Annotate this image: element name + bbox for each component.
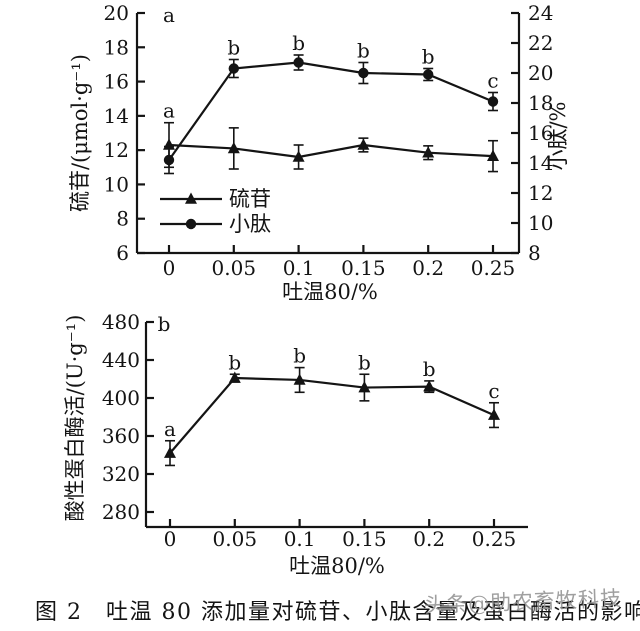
legend-label: 小肽 (229, 212, 271, 236)
sig-letter: b (292, 31, 305, 55)
x-tick-label: 0.2 (412, 256, 444, 280)
circle-marker (163, 154, 175, 166)
left-tick-label: 12 (104, 138, 129, 162)
left-tick-label: 360 (102, 424, 140, 448)
sig-letter: b (422, 45, 435, 69)
right-tick-label: 8 (528, 241, 541, 265)
triangle-marker (228, 371, 241, 383)
axes (144, 320, 528, 529)
right-tick-label: 12 (528, 181, 553, 205)
sig-letter: b (227, 36, 240, 60)
x-tick-label: 0.05 (212, 256, 257, 280)
axes (135, 11, 521, 255)
left-axis-title: 酸性蛋白酶活/(U·g⁻¹) (63, 315, 87, 522)
right-tick-label: 14 (528, 151, 553, 175)
left-tick-label: 10 (104, 172, 129, 196)
sig-letter: b (228, 350, 241, 374)
circle-marker (423, 69, 434, 80)
sig-letter-corner: b (158, 312, 171, 336)
left-axis-title: 硫苷/(μmol·g⁻¹) (68, 54, 92, 212)
left-tick-label: 18 (104, 35, 129, 59)
legend-label: 硫苷 (229, 187, 271, 211)
sig-letter: a (164, 417, 176, 441)
x-tick-label: 0.15 (341, 256, 386, 280)
triangle-marker (358, 381, 371, 393)
x-axis-title: 吐温80/% (289, 554, 385, 578)
x-tick-label: 0.25 (471, 256, 516, 280)
left-tick-label: 280 (102, 500, 140, 524)
triangle-marker (487, 149, 499, 161)
x-tick-label: 0 (164, 527, 177, 551)
triangle-marker (423, 380, 436, 392)
right-tick-label: 24 (528, 1, 553, 25)
sig-letter-corner: a (163, 3, 175, 27)
sig-letter: c (488, 379, 499, 403)
series-protease: a b b b b c (164, 344, 500, 467)
right-tick-label: 18 (528, 91, 553, 115)
right-tick-label: 22 (528, 31, 553, 55)
triangle-marker (488, 408, 500, 420)
series-line (169, 376, 495, 454)
legend-entry: 硫苷 (160, 187, 271, 211)
right-tick-label: 16 (528, 121, 553, 145)
left-tick-label: 440 (102, 348, 140, 372)
circle-marker (487, 96, 499, 107)
triangle-marker (293, 373, 306, 385)
left-tick-label: 20 (104, 1, 129, 25)
series-peptide: b b b b c (163, 31, 499, 175)
right-tick-label: 10 (528, 211, 553, 235)
protease-activity-chart: 280 320 360 400 440 480 0 0.05 0.1 0.15 0.2 0.25 吐温8… (63, 310, 528, 578)
x-tick-label: 0.1 (284, 527, 316, 551)
left-tick-label: 16 (104, 70, 129, 94)
sig-letter: b (357, 39, 370, 63)
left-tick-label: 320 (102, 462, 140, 486)
x-tick-label: 0.2 (413, 527, 445, 551)
x-tick-label: 0.25 (472, 527, 517, 551)
triangle-marker (227, 141, 240, 154)
circle-marker (293, 57, 304, 68)
sig-letter: b (358, 350, 371, 374)
legend-entry: 小肽 (160, 212, 271, 236)
right-axis-title: 小肽/% (546, 101, 570, 170)
circle-marker (358, 67, 369, 79)
triangle-marker (357, 138, 370, 150)
sig-letter: a (163, 99, 175, 123)
figure-caption: 图 2 吐温 80 添加量对硫苷、小肽含量及蛋白酶活的影响 (35, 600, 640, 625)
x-axis-title: 吐温80/% (282, 280, 378, 300)
x-tick-label: 0.05 (213, 527, 258, 551)
triangle-marker (185, 192, 197, 204)
x-tick-label: 0 (163, 256, 176, 280)
series-glucosinolate: a (163, 99, 499, 173)
left-tick-label: 400 (102, 386, 140, 410)
series-line (168, 61, 494, 161)
left-tick-label: 8 (116, 207, 129, 231)
right-tick-label: 20 (528, 61, 553, 85)
left-tick-label: 480 (102, 310, 140, 334)
x-tick-label: 0.15 (342, 527, 387, 551)
glucosinolate-peptide-chart: 6 8 10 12 14 16 18 20 8 10 12 14 16 18 20 22 24 0 0.05 0.1 0… (68, 1, 570, 300)
sig-letter: c (487, 69, 498, 93)
triangle-marker (422, 146, 435, 158)
circle-marker (185, 218, 197, 230)
left-tick-label: 6 (116, 241, 129, 265)
sig-letter: b (293, 344, 306, 368)
series-line (168, 143, 494, 159)
triangle-marker (164, 446, 176, 458)
x-tick-label: 0.1 (283, 256, 315, 280)
left-tick-label: 14 (104, 104, 129, 128)
triangle-marker (292, 150, 305, 162)
circle-marker (228, 63, 239, 74)
sig-letter: b (423, 357, 436, 381)
